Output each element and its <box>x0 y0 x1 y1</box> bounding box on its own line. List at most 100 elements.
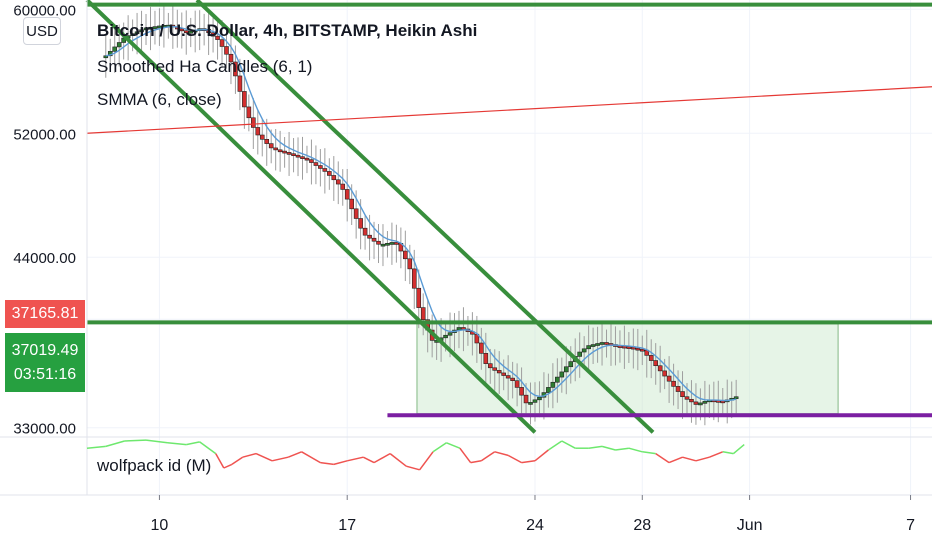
candle-body <box>353 208 359 219</box>
candle-body <box>698 402 703 406</box>
candle-body <box>152 26 158 29</box>
indicator-smoothed-ha: Smoothed Ha Candles (6, 1) <box>97 57 313 76</box>
candle-body <box>479 342 484 354</box>
candle-body <box>510 377 515 381</box>
candle-body <box>286 152 292 155</box>
wolfpack-indicator <box>86 439 745 471</box>
candle-body <box>447 332 453 336</box>
candle-body <box>581 348 587 353</box>
candle-body <box>528 402 533 405</box>
candle-body <box>599 342 605 345</box>
trend-line <box>195 0 655 434</box>
wolfpack-segment <box>347 456 364 462</box>
candle-body <box>367 234 372 239</box>
wolfpack-segment <box>534 449 549 462</box>
candle-body <box>358 218 363 229</box>
wolfpack-segment <box>186 441 200 446</box>
candle-body <box>559 371 565 378</box>
candle-body <box>733 396 739 400</box>
candle-body <box>313 162 319 166</box>
wolfpack-segment <box>145 439 168 444</box>
candle-body <box>371 237 377 242</box>
indicator-smma: SMMA (6, close) <box>97 90 222 109</box>
wolfpack-segment <box>301 451 321 464</box>
candle-body <box>684 396 690 400</box>
candle-body <box>537 396 542 401</box>
candle-body <box>291 153 296 157</box>
indicator-wolfpack: wolfpack id (M) <box>97 456 212 475</box>
candle-body <box>183 30 189 33</box>
candle-body <box>362 227 368 236</box>
candle-body <box>103 55 109 59</box>
candle-body <box>604 342 609 345</box>
candle-body <box>689 398 694 403</box>
wolfpack-segment <box>223 463 233 469</box>
candle-body <box>188 30 194 34</box>
candle-body <box>420 307 426 321</box>
wolfpack-segment <box>446 442 461 449</box>
wolfpack-segment <box>124 439 147 442</box>
candle-body <box>483 353 489 364</box>
x-tick-label: 10 <box>151 517 169 534</box>
candle-body <box>389 242 395 245</box>
currency-button[interactable]: USD <box>23 17 61 45</box>
wolfpack-segment <box>695 456 710 462</box>
candle-body <box>639 348 645 352</box>
close-price-tag: 37019.49 03:51:16 <box>5 333 85 392</box>
wolfpack-segment <box>709 451 724 458</box>
candle-body <box>403 250 408 260</box>
candle-body <box>666 375 672 382</box>
wolfpack-segment <box>459 447 472 464</box>
wolfpack-segment <box>389 453 407 467</box>
x-tick-label: 7 <box>906 517 915 534</box>
wolfpack-segment <box>507 454 522 464</box>
wolfpack-segment <box>215 453 225 469</box>
candle-body <box>327 171 332 176</box>
wolfpack-segment <box>419 451 434 471</box>
wolfpack-segment <box>271 456 289 462</box>
wolfpack-segment <box>682 456 697 462</box>
wolfpack-segment <box>199 441 217 455</box>
wolfpack-segment <box>521 460 536 464</box>
wolfpack-segment <box>86 445 106 449</box>
candle-body <box>675 386 681 392</box>
candle-body <box>295 154 301 158</box>
wolfpack-segment <box>105 440 125 448</box>
candle-body <box>130 33 135 37</box>
wolfpack-segment <box>655 452 670 464</box>
pane-separators <box>0 0 932 496</box>
candle-body <box>255 127 261 136</box>
wolfpack-segment <box>628 447 643 453</box>
candle-body <box>300 156 305 159</box>
candle-body <box>653 360 658 367</box>
wolfpack-segment <box>320 461 334 466</box>
candle-body <box>443 334 448 339</box>
candle-body <box>657 365 663 372</box>
wolfpack-segment <box>231 456 244 466</box>
candle-body <box>224 46 229 55</box>
smma-layer <box>105 25 737 402</box>
y-tick-label: 44000.00 <box>13 250 76 267</box>
consolidation-zone <box>416 323 839 415</box>
candle-body <box>532 399 538 403</box>
wolfpack-segment <box>333 460 348 466</box>
candle-body <box>264 138 270 144</box>
candle-body <box>259 134 265 140</box>
candle-body <box>385 242 390 246</box>
x-tick-label: 24 <box>526 517 544 534</box>
candle-body <box>496 370 502 374</box>
wolfpack-segment <box>722 451 734 455</box>
candle-body <box>563 366 569 373</box>
chart-title: Bitcoin / U.S. Dollar, 4h, BITSTAMP, Hei… <box>97 21 478 40</box>
candle-body <box>407 258 413 270</box>
candle-body <box>702 401 708 404</box>
candle-body <box>134 31 140 35</box>
candle-body <box>340 183 346 190</box>
wolfpack-segment <box>561 440 576 449</box>
candle-body <box>273 147 278 151</box>
candle-body <box>309 159 314 163</box>
wolfpack-segment <box>373 452 391 464</box>
trend-lines <box>85 0 932 434</box>
candle-body <box>268 143 274 149</box>
